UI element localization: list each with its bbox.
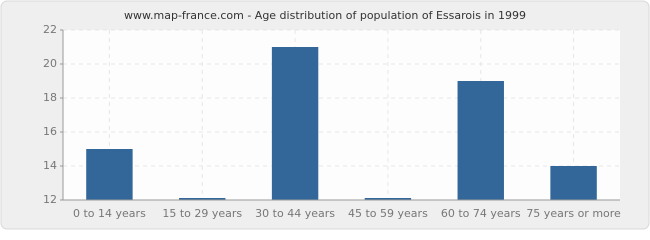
y-tick-label: 20 [43, 57, 57, 70]
y-tick-label: 16 [43, 125, 57, 138]
bar [179, 198, 226, 200]
chart-title: www.map-france.com - Age distribution of… [124, 9, 526, 22]
y-tick-label: 14 [43, 159, 57, 172]
page: www.map-france.com - Age distribution of… [0, 0, 650, 230]
x-tick-label: 30 to 44 years [255, 207, 335, 220]
y-tick-label: 12 [43, 193, 57, 206]
y-tick-label: 22 [43, 23, 57, 36]
x-tick-label: 0 to 14 years [73, 207, 146, 220]
chart: www.map-france.com - Age distribution of… [0, 0, 650, 230]
bar [271, 47, 319, 200]
x-tick-label: 45 to 59 years [348, 207, 428, 220]
bar [364, 198, 412, 200]
bar [86, 149, 133, 200]
bar [457, 81, 504, 200]
plot-area [63, 30, 620, 200]
x-tick-label: 60 to 74 years [441, 207, 521, 220]
x-tick-label: 15 to 29 years [162, 207, 242, 220]
x-tick-label: 75 years or more [526, 207, 621, 220]
y-tick-label: 18 [43, 91, 57, 104]
bar [550, 166, 597, 200]
